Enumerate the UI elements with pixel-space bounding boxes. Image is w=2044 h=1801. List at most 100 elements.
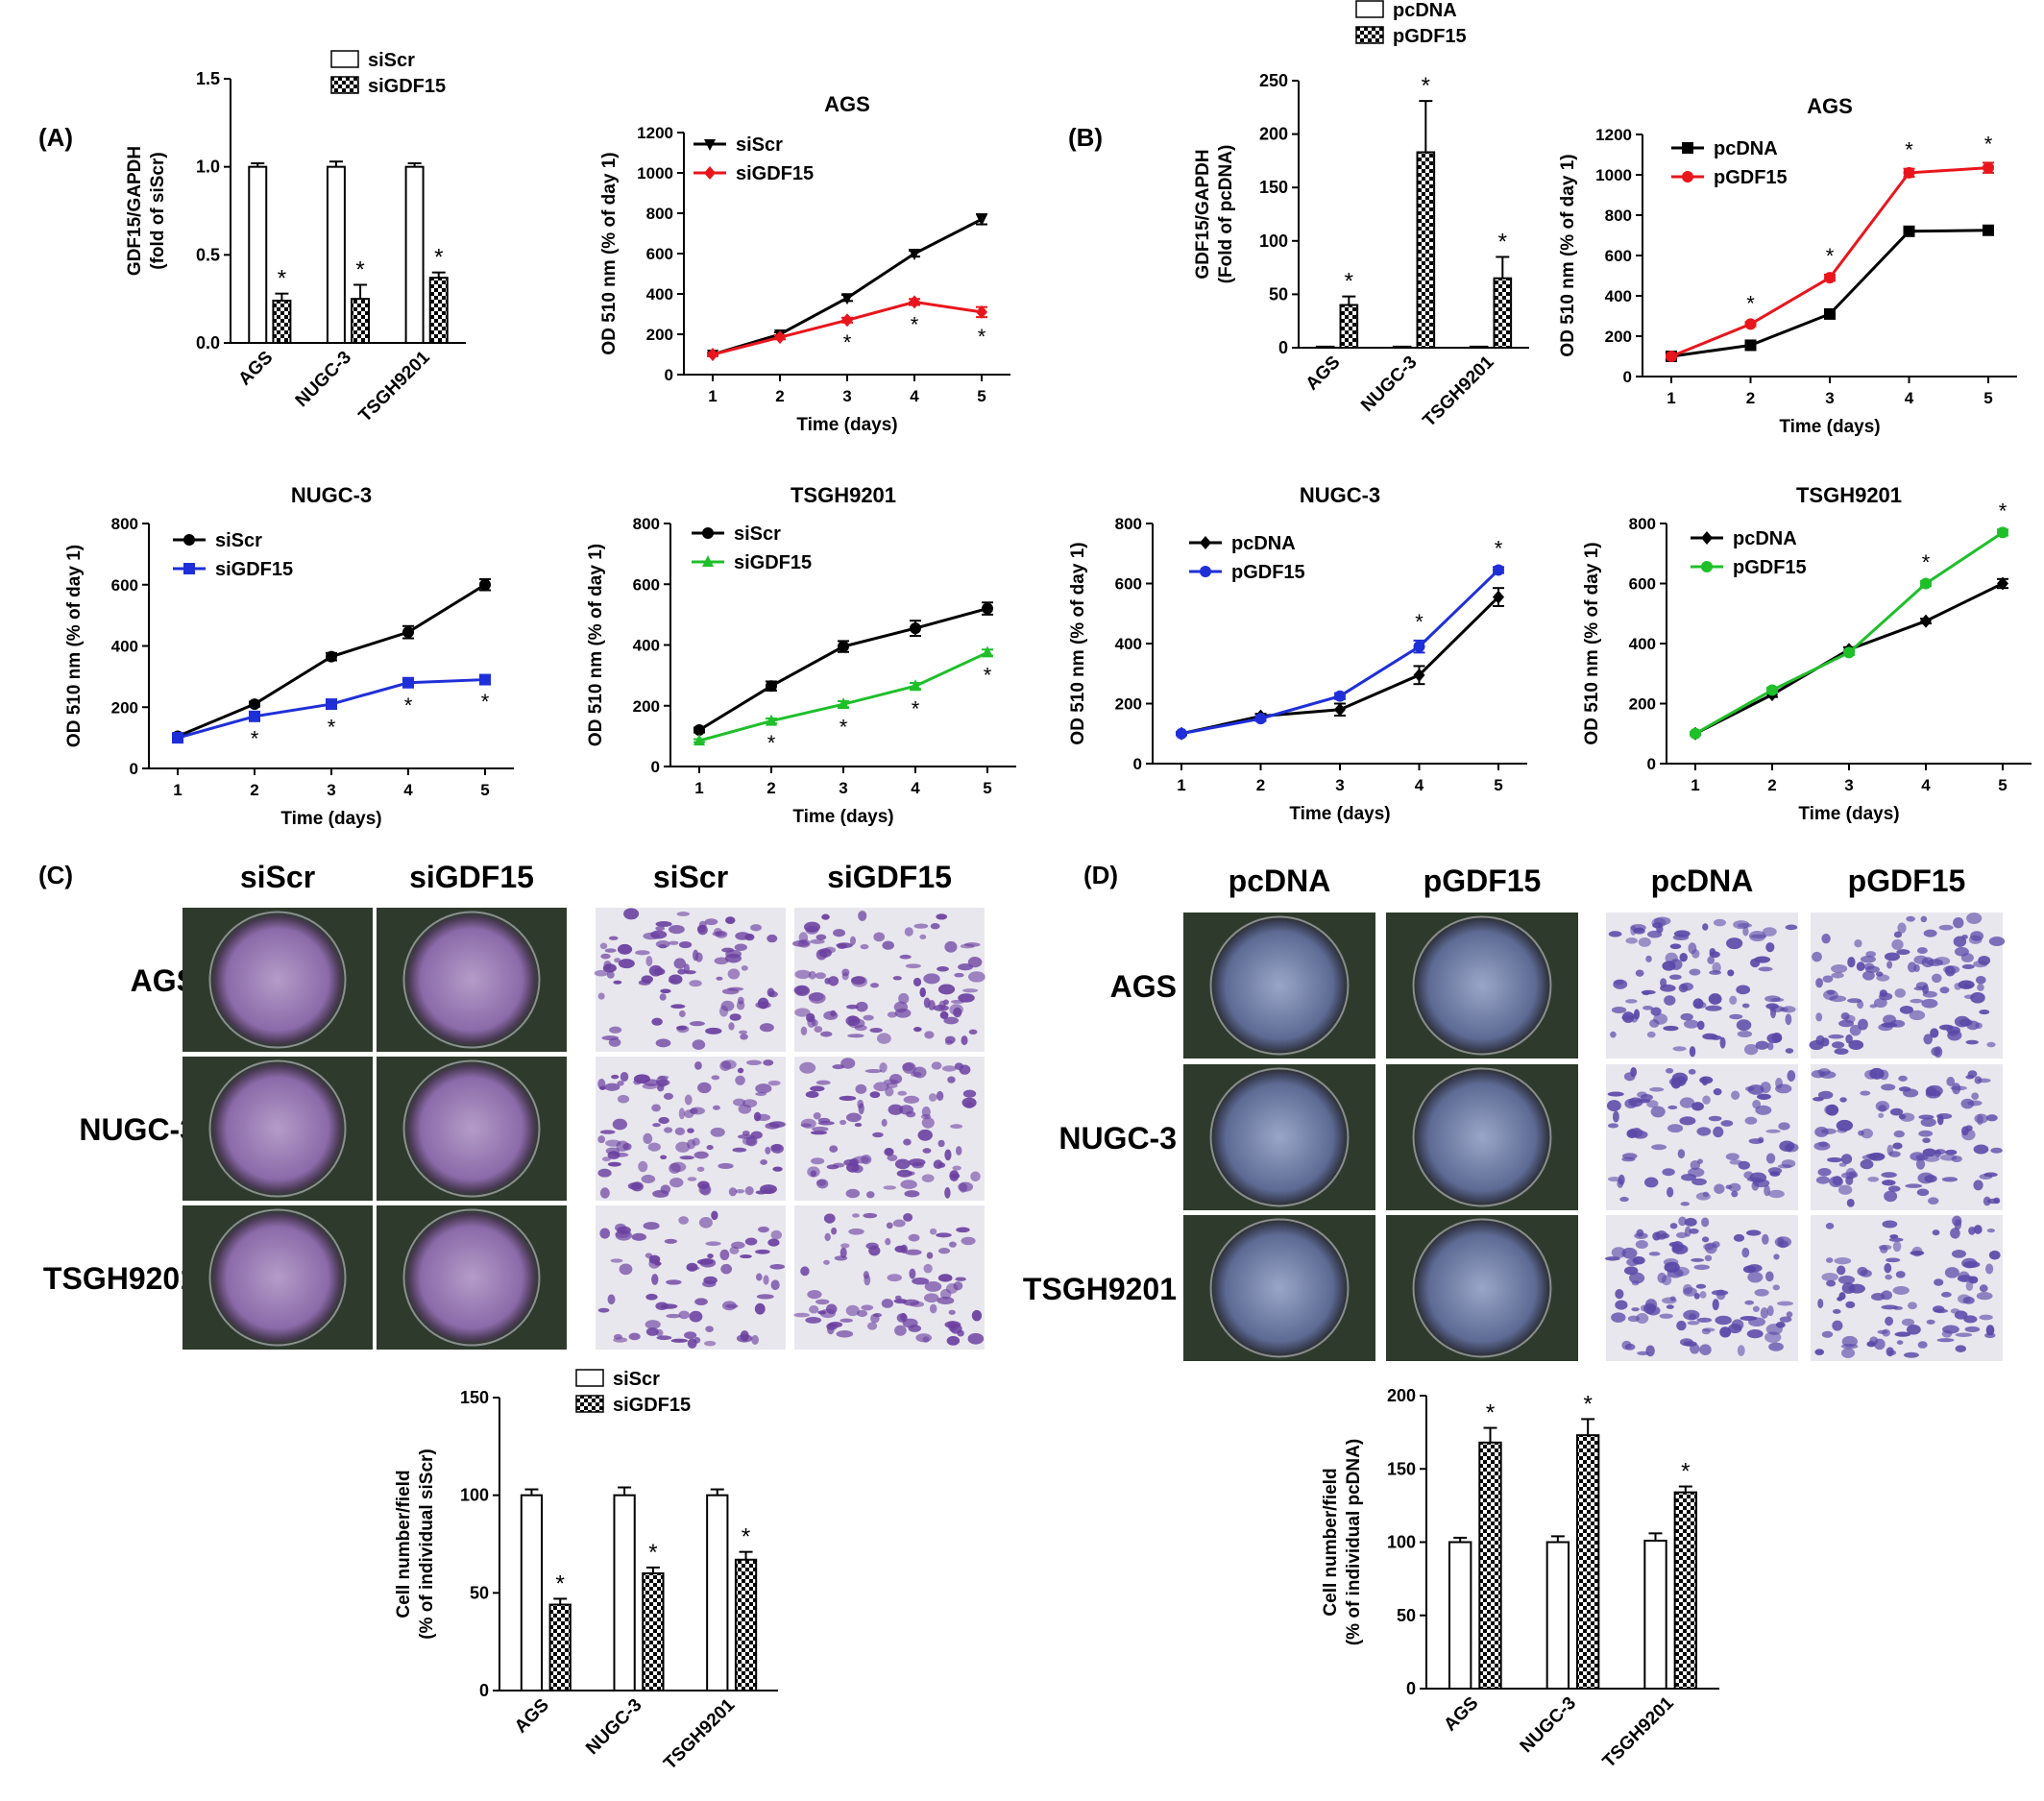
stained-cell: [714, 957, 729, 965]
stained-cell: [1743, 1171, 1754, 1180]
stained-cell: [735, 1075, 745, 1085]
y-tick-label: 800: [1629, 515, 1656, 533]
stained-cell: [1893, 931, 1903, 938]
stained-cell: [1906, 1325, 1921, 1335]
stained-cell: [923, 997, 931, 1009]
legend-marker: [702, 555, 714, 567]
stained-cell: [909, 1268, 916, 1279]
stained-cell: [1973, 1180, 1983, 1191]
stained-cell: [1762, 927, 1777, 937]
stained-cell: [1889, 1107, 1904, 1116]
stained-cell: [908, 1325, 922, 1332]
significance-marker: *: [742, 1524, 750, 1550]
stained-cell: [1687, 1321, 1700, 1326]
stained-cell: [1751, 1180, 1760, 1191]
stained-cell: [1815, 978, 1823, 988]
stained-cell: [1880, 1245, 1888, 1253]
stained-cell: [687, 1128, 694, 1133]
stained-cell: [794, 969, 812, 980]
category-label: AGS: [1440, 1693, 1482, 1736]
stained-cell: [613, 980, 622, 985]
stained-cell: [924, 1280, 942, 1292]
stained-cell: [692, 1039, 706, 1050]
stained-cell: [960, 943, 975, 949]
stained-cell: [1954, 946, 1969, 957]
stained-cell: [1641, 989, 1656, 995]
stained-cell: [655, 1038, 671, 1048]
stained-cell: [678, 1216, 689, 1225]
stained-cell: [858, 1103, 864, 1115]
stained-cell: [1666, 1304, 1674, 1309]
stained-cell: [961, 1035, 968, 1046]
significance-marker: *: [984, 664, 992, 688]
stained-cell: [1669, 1296, 1676, 1302]
x-tick-label: 4: [1905, 389, 1914, 407]
stained-cell: [1836, 1119, 1854, 1132]
stained-cell: [1881, 1290, 1893, 1301]
data-point: [1493, 590, 1504, 604]
stained-cell: [1915, 982, 1929, 989]
stained-cell: [1755, 1040, 1769, 1050]
stained-cell: [1971, 1092, 1980, 1100]
data-point: [1824, 307, 1836, 320]
data-point: [694, 724, 705, 737]
stained-cell: [679, 1156, 695, 1160]
stained-cell: [1709, 970, 1722, 975]
stained-cell: [948, 1241, 957, 1248]
data-point: [1843, 646, 1855, 659]
legend-marker: [704, 139, 716, 151]
stained-cell: [937, 1248, 951, 1254]
stained-cell: [1661, 1275, 1672, 1286]
stained-cell: [1916, 947, 1928, 954]
stained-cell: [1693, 1264, 1711, 1271]
stained-cell: [669, 1178, 684, 1188]
stained-cell: [1648, 1252, 1661, 1256]
stained-cell: [737, 1067, 744, 1074]
significance-marker: *: [1486, 1400, 1495, 1426]
stained-cell: [712, 1105, 720, 1110]
stained-cell: [921, 1174, 935, 1182]
stained-cell: [1825, 1223, 1835, 1229]
stained-cell: [1818, 1141, 1829, 1148]
stained-cell: [648, 1254, 661, 1264]
x-tick-label: 2: [1767, 776, 1776, 794]
category-label: AGS: [511, 1695, 553, 1738]
stained-cell: [833, 929, 846, 937]
stained-cell: [763, 1188, 774, 1194]
stained-cell: [824, 978, 831, 985]
stained-cell: [703, 1340, 717, 1347]
stained-cell: [937, 984, 956, 995]
stained-cell: [929, 1228, 937, 1235]
stained-cell: [675, 1141, 691, 1153]
y-tick-label: 0: [479, 1681, 489, 1700]
legend-marker: [183, 563, 195, 574]
stained-cell: [808, 970, 816, 980]
stained-cell: [1966, 913, 1983, 924]
stained-cell: [1865, 951, 1877, 958]
stained-cell: [740, 1034, 748, 1040]
stained-cell: [955, 1277, 966, 1281]
stained-cell: [1673, 930, 1691, 937]
x-tick-label: 4: [911, 779, 920, 797]
stained-cell: [1613, 979, 1628, 989]
stained-cell: [1741, 1003, 1750, 1009]
stained-cell: [1747, 1271, 1764, 1283]
stained-cell: [1878, 1112, 1885, 1119]
bar-pGDF15: [1339, 304, 1359, 349]
stained-cell: [855, 1083, 867, 1094]
category-label: TSGH9201: [660, 1694, 739, 1773]
stained-cell: [910, 1301, 925, 1307]
stained-cell: [815, 1299, 830, 1305]
x-axis-label: Time (days): [1289, 804, 1390, 824]
stained-cell: [1979, 1314, 1993, 1321]
stained-cell: [1936, 1338, 1955, 1343]
stained-cell: [832, 1064, 845, 1070]
stained-cell: [1785, 1013, 1792, 1026]
stained-cell: [887, 1154, 898, 1161]
stained-cell: [1836, 1265, 1846, 1276]
stained-cell: [721, 947, 735, 953]
significance-marker: *: [1422, 73, 1430, 99]
stained-cell: [811, 1157, 825, 1165]
data-point: [1334, 690, 1346, 702]
stained-cell: [1837, 1128, 1847, 1133]
